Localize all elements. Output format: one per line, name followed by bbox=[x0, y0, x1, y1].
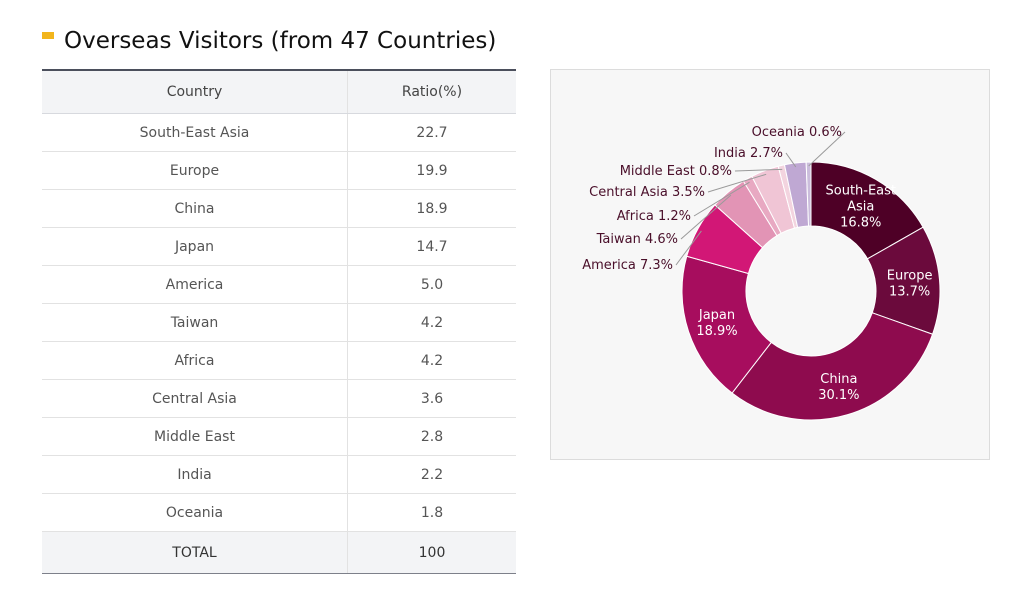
slice-label-oceania: Oceania 0.6% bbox=[752, 125, 842, 140]
slice-label-japan: Japan bbox=[698, 308, 735, 323]
slice-china bbox=[731, 312, 934, 421]
ratio-cell: 19.9 bbox=[347, 151, 516, 190]
country-cell: Taiwan bbox=[42, 303, 348, 342]
ratio-cell: 2.8 bbox=[347, 417, 516, 456]
table-row: Middle East 2.8 bbox=[42, 417, 516, 456]
country-cell: Africa bbox=[42, 341, 348, 380]
ratio-cell: 5.0 bbox=[347, 265, 516, 304]
visitor-ratio-table: Country Ratio(%) South-East Asia 22.7 Eu… bbox=[42, 69, 516, 574]
slice-label-south-east-asia: 16.8% bbox=[840, 215, 881, 230]
leader-line-central-asia bbox=[707, 173, 767, 193]
table-row: India 2.2 bbox=[42, 455, 516, 494]
country-cell: Japan bbox=[42, 227, 348, 266]
table-row: Africa 4.2 bbox=[42, 341, 516, 380]
leader-line-middle-east bbox=[734, 168, 783, 172]
slice-japan bbox=[681, 255, 772, 394]
ratio-cell: 18.9 bbox=[347, 189, 516, 228]
ratio-cell: 4.2 bbox=[347, 341, 516, 380]
table-row: China 18.9 bbox=[42, 189, 516, 228]
leader-line-oceania bbox=[808, 131, 846, 167]
slice-label-europe: 13.7% bbox=[889, 284, 930, 299]
slice-label-china: 30.1% bbox=[818, 388, 859, 403]
slice-label-central-asia: Central Asia 3.5% bbox=[589, 185, 705, 200]
ratio-cell: 14.7 bbox=[347, 227, 516, 266]
country-cell: China bbox=[42, 189, 348, 228]
leader-line-america bbox=[675, 230, 702, 266]
table-row: Oceania 1.8 bbox=[42, 493, 516, 532]
country-cell: Oceania bbox=[42, 493, 348, 532]
country-column-header: Country bbox=[42, 69, 348, 114]
slice-label-japan: 18.9% bbox=[696, 324, 737, 339]
page-title: Overseas Visitors (from 47 Countries) bbox=[64, 28, 497, 54]
slice-label-middle-east: Middle East 0.8% bbox=[620, 164, 732, 179]
slice-label-south-east-asia: South-East bbox=[826, 183, 897, 198]
table-row: America 5.0 bbox=[42, 265, 516, 304]
slice-label-africa: Africa 1.2% bbox=[617, 209, 691, 224]
table-row: Europe 19.9 bbox=[42, 151, 516, 190]
country-cell: Middle East bbox=[42, 417, 348, 456]
table-total-row: TOTAL 100 bbox=[42, 531, 516, 574]
leader-line-india bbox=[785, 152, 797, 168]
slice-label-europe: Europe bbox=[887, 268, 933, 283]
total-label-cell: TOTAL bbox=[42, 531, 348, 574]
country-cell: India bbox=[42, 455, 348, 494]
table-header-row: Country Ratio(%) bbox=[42, 69, 516, 114]
ratio-cell: 2.2 bbox=[347, 455, 516, 494]
country-cell: Central Asia bbox=[42, 379, 348, 418]
ratio-cell: 1.8 bbox=[347, 493, 516, 532]
slice-label-india: India 2.7% bbox=[714, 146, 783, 161]
country-cell: America bbox=[42, 265, 348, 304]
ratio-column-header: Ratio(%) bbox=[347, 69, 516, 114]
country-cell: Europe bbox=[42, 151, 348, 190]
table-row: Taiwan 4.2 bbox=[42, 303, 516, 342]
slice-label-taiwan: Taiwan 4.6% bbox=[596, 232, 678, 247]
donut-chart-panel: South-East Asia 16.8% Europe 13.7% China 30.1%… bbox=[550, 69, 990, 460]
ratio-cell: 22.7 bbox=[347, 113, 516, 152]
title-area: Overseas Visitors (from 47 Countries) bbox=[40, 26, 496, 56]
ratio-cell: 3.6 bbox=[347, 379, 516, 418]
table-row: South-East Asia 22.7 bbox=[42, 113, 516, 152]
slice-label-china: China bbox=[820, 372, 857, 387]
total-ratio-cell: 100 bbox=[347, 531, 516, 574]
title-marker-icon bbox=[42, 32, 54, 39]
country-cell: South-East Asia bbox=[42, 113, 348, 152]
ratio-cell: 4.2 bbox=[347, 303, 516, 342]
slice-label-america: America 7.3% bbox=[582, 258, 673, 273]
table-row: Japan 14.7 bbox=[42, 227, 516, 266]
leader-line-taiwan bbox=[680, 194, 732, 240]
slice-oceania bbox=[805, 161, 812, 227]
leader-line-africa bbox=[693, 181, 750, 217]
table-row: Central Asia 3.6 bbox=[42, 379, 516, 418]
slice-label-south-east-asia: Asia bbox=[847, 199, 874, 214]
